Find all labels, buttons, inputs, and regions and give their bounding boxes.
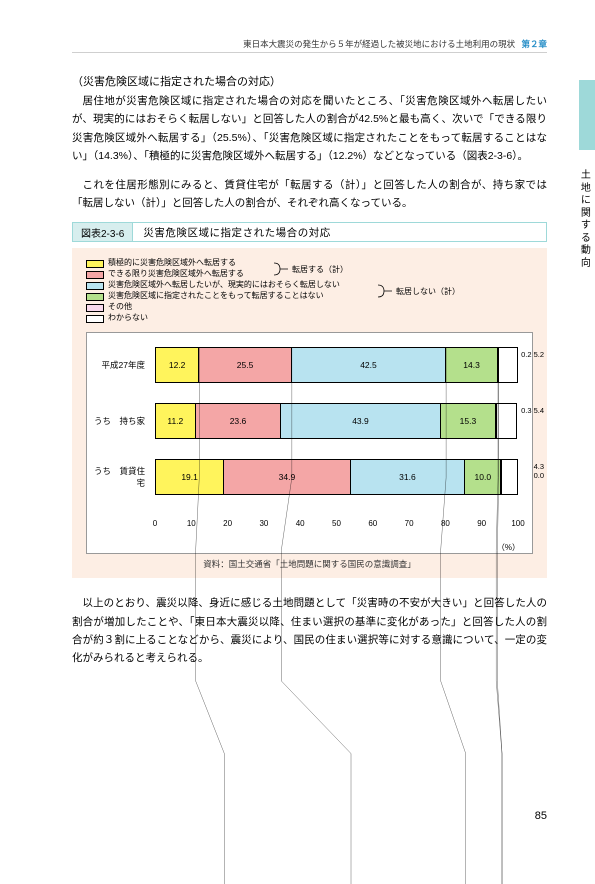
bar-segment: 43.9 bbox=[281, 403, 440, 439]
legend-swatch bbox=[86, 315, 104, 323]
x-unit: （%） bbox=[497, 542, 520, 553]
conclusion: 以上のとおり、震災以降、身近に感じる土地問題として「災害時の不安が大きい」と回答… bbox=[72, 594, 547, 668]
x-tick: 90 bbox=[477, 519, 486, 528]
x-tick: 50 bbox=[332, 519, 341, 528]
paragraph-1: 居住地が災害危険区域に指定された場合の対応を聞いたところ、「災害危険区域外へ転居… bbox=[72, 92, 547, 166]
legend-item: 災害危険区域に指定されたことをもって転居することはない bbox=[86, 291, 533, 302]
bar-segment: 15.3 bbox=[441, 403, 497, 439]
legend-text: できる限り災害危険区域外へ転居する bbox=[108, 269, 244, 280]
bar-segment: 11.2 bbox=[155, 403, 196, 439]
bar-segment: 42.5 bbox=[292, 347, 446, 383]
page-header: 東日本大震災の発生から５年が経過した被災地における土地利用の現状 第２章 bbox=[72, 38, 547, 50]
x-tick: 100 bbox=[511, 519, 524, 528]
legend-swatch bbox=[86, 293, 104, 301]
bar-label: うち 持ち家 bbox=[87, 415, 151, 427]
legend-text: 災害危険区域外へ転居したいが、現実的にはおそらく転居しない bbox=[108, 280, 340, 291]
x-tick: 30 bbox=[259, 519, 268, 528]
legend: 転居する（計） 転居しない（計） 積極的に災害危険区域外へ転居するできる限り災害… bbox=[86, 258, 533, 324]
bar-segment: 10.0 bbox=[465, 459, 501, 495]
x-tick: 0 bbox=[153, 519, 157, 528]
header-text: 東日本大震災の発生から５年が経過した被災地における土地利用の現状 bbox=[243, 39, 515, 49]
section-title: （災害危険区域に指定された場合の対応） bbox=[72, 73, 547, 89]
bar-label: 平成27年度 bbox=[87, 359, 151, 371]
x-tick: 70 bbox=[405, 519, 414, 528]
legend-text: わからない bbox=[108, 313, 148, 324]
bar-segment bbox=[497, 403, 517, 439]
bracket-2: 転居しない（計） bbox=[378, 280, 458, 302]
legend-item: わからない bbox=[86, 313, 533, 324]
chart-source: 資料：国土交通省「土地問題に関する国民の意識調査」 bbox=[86, 558, 533, 570]
bar-segment bbox=[499, 347, 518, 383]
legend-swatch bbox=[86, 282, 104, 290]
bar-out-label: 0.2 5.2 bbox=[521, 351, 544, 359]
bar-segment: 23.6 bbox=[196, 403, 282, 439]
legend-item: 災害危険区域外へ転居したいが、現実的にはおそらく転居しない bbox=[86, 280, 533, 291]
x-tick: 80 bbox=[441, 519, 450, 528]
bar-segment: 14.3 bbox=[446, 347, 498, 383]
bar-segment: 34.9 bbox=[224, 459, 350, 495]
page-number: 85 bbox=[535, 810, 547, 822]
paragraph-2: これを住居形態別にみると、賃貸住宅が「転居する（計）」と回答した人の割合が、持ち… bbox=[72, 176, 547, 213]
legend-text: その他 bbox=[108, 302, 132, 313]
legend-swatch bbox=[86, 304, 104, 312]
x-tick: 10 bbox=[187, 519, 196, 528]
figure-heading: 図表2-3-6 災害危険区域に指定された場合の対応 bbox=[72, 222, 547, 242]
bar-segment: 19.1 bbox=[155, 459, 224, 495]
legend-swatch bbox=[86, 260, 104, 268]
x-tick: 40 bbox=[296, 519, 305, 528]
svg-text:転居する（計）: 転居する（計） bbox=[292, 264, 344, 274]
legend-swatch bbox=[86, 271, 104, 279]
bar-out-label: 0.3 5.4 bbox=[521, 407, 544, 415]
figure-title: 災害危険区域に指定された場合の対応 bbox=[133, 225, 330, 240]
x-tick: 60 bbox=[368, 519, 377, 528]
figure-label: 図表2-3-6 bbox=[73, 223, 133, 241]
bar-segment: 25.5 bbox=[199, 347, 292, 383]
legend-text: 災害危険区域に指定されたことをもって転居することはない bbox=[108, 291, 324, 302]
bar-segment: 12.2 bbox=[155, 347, 199, 383]
bar-row: 平成27年度12.225.542.514.30.2 5.2 bbox=[155, 347, 518, 383]
x-axis: （%） 0102030405060708090100 bbox=[155, 519, 518, 541]
svg-text:転居しない（計）: 転居しない（計） bbox=[396, 286, 458, 296]
side-label: 土地に関する動向 bbox=[577, 170, 595, 270]
legend-text: 積極的に災害危険区域外へ転居する bbox=[108, 258, 236, 269]
bar-row: うち 持ち家11.223.643.915.30.3 5.4 bbox=[155, 403, 518, 439]
bracket-1: 転居する（計） bbox=[274, 258, 344, 280]
bar-segment bbox=[502, 459, 518, 495]
bar-segment: 31.6 bbox=[351, 459, 466, 495]
legend-item: その他 bbox=[86, 302, 533, 313]
chapter-badge: 第２章 bbox=[521, 39, 547, 49]
header-rule bbox=[72, 52, 547, 53]
chart-area: 平成27年度12.225.542.514.30.2 5.2うち 持ち家11.22… bbox=[86, 332, 533, 554]
bar-row: うち 賃貸住宅19.134.931.610.04.3 0.0 bbox=[155, 459, 518, 495]
bar-out-label: 4.3 0.0 bbox=[534, 463, 544, 480]
bar-label: うち 賃貸住宅 bbox=[87, 465, 151, 489]
side-tab bbox=[579, 80, 595, 150]
chart-panel: 転居する（計） 転居しない（計） 積極的に災害危険区域外へ転居するできる限り災害… bbox=[72, 248, 547, 578]
x-tick: 20 bbox=[223, 519, 232, 528]
